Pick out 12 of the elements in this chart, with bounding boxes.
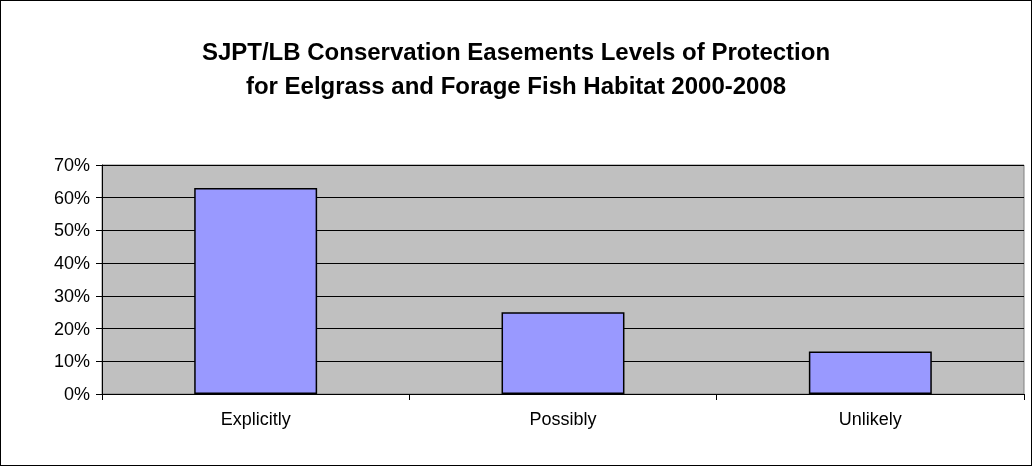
x-tick-label: Explicitly — [220, 409, 291, 429]
chart-title: SJPT/LB Conservation Easements Levels of Protection for Eelgrass and Forage Fish Habitat 2000-2008 — [201, 37, 831, 99]
y-tick-label: 30% — [53, 285, 90, 306]
y-tick-label: 0% — [63, 384, 90, 404]
y-tick-label: 60% — [53, 187, 90, 208]
y-tick-label: 50% — [53, 220, 90, 241]
y-tick-label: 70% — [53, 155, 90, 175]
y-tick-label: 10% — [53, 351, 90, 372]
y-tick-label: 20% — [53, 318, 90, 339]
x-tick-label: Possibly — [529, 409, 597, 429]
y-tick-label: 40% — [53, 253, 90, 274]
x-tick-label: Unlikely — [838, 409, 902, 429]
